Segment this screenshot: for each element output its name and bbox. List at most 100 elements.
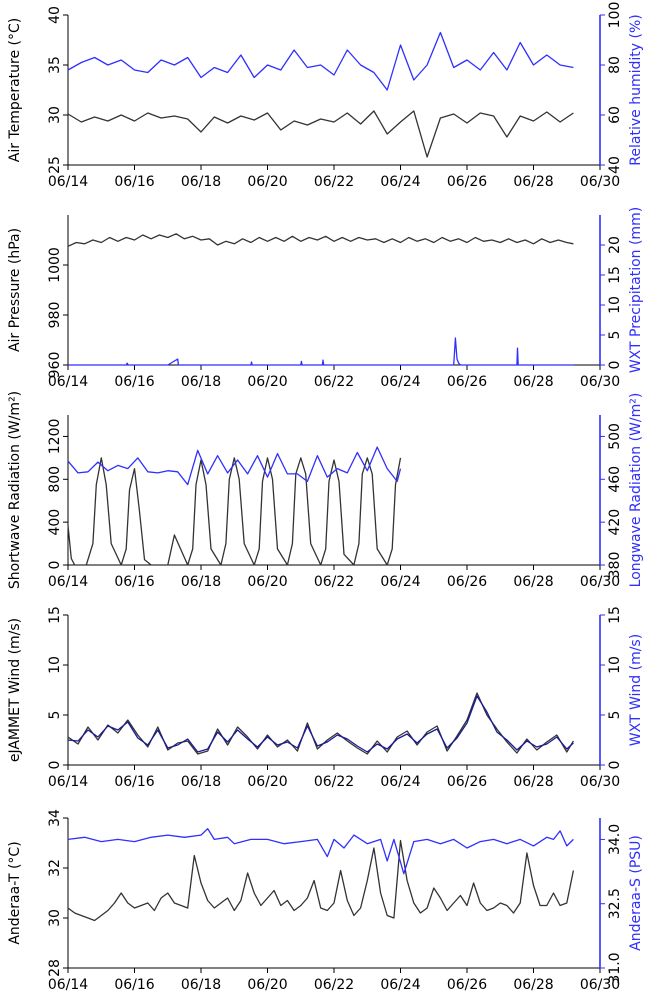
left-y-tick-label: 30 (47, 909, 63, 927)
left-axis-title: eJAMMET Wind (m/s) (7, 618, 23, 762)
series-wxt-precipitation (68, 337, 574, 366)
x-tick-label: 06/26 (447, 774, 487, 790)
x-tick-label: 06/14 (48, 374, 88, 390)
right-y-tick-label: 32.5 (607, 888, 623, 919)
x-tick-label: 06/14 (48, 977, 88, 993)
left-y-tick-label: 30 (47, 106, 63, 124)
left-y-tick-label: 1000 (47, 247, 63, 283)
x-tick-label: 06/24 (380, 374, 420, 390)
right-axis-title: WXT Wind (m/s) (628, 634, 644, 746)
panel-air-pressure-precipitation: 06/14 06/16 06/18 06/20 06/22 06/24 06/26 06/28… (7, 207, 644, 390)
x-tick-label: 06/14 (48, 774, 88, 790)
x-tick-label: 06/28 (513, 774, 553, 790)
left-y-tick-label: 40 (47, 6, 63, 24)
x-tick-label: 06/28 (513, 574, 553, 590)
right-y-tick-label: 500 (607, 423, 623, 450)
right-y-tick-label: 380 (607, 552, 623, 579)
panel-radiation: 06/14 06/16 06/18 06/20 06/22 06/24 06/26 06/28… (7, 391, 644, 590)
x-tick-label: 06/16 (114, 977, 154, 993)
x-tick-label: 06/30 (580, 574, 620, 590)
x-tick-label: 06/20 (247, 574, 287, 590)
left-axis-title: Air Temperature (°C) (7, 18, 23, 163)
left-axis-title: Anderaa-T (°C) (7, 841, 23, 944)
x-tick-label: 06/24 (380, 774, 420, 790)
x-tick-label: 06/30 (580, 374, 620, 390)
panel-air-temperature-humidity: 06/14 06/16 06/18 06/20 06/22 06/24 06/26 06/28… (7, 2, 644, 190)
right-y-tick-label: 10 (607, 656, 623, 674)
x-tick-label: 06/16 (114, 774, 154, 790)
x-tick-label: 06/18 (181, 977, 221, 993)
x-tick-label: 06/28 (513, 174, 553, 190)
x-tick-label: 06/22 (314, 374, 354, 390)
left-y-tick-label: 28 (47, 959, 63, 977)
right-y-tick-label: 10 (607, 296, 623, 314)
left-axis-title: Shortwave Radiation (W/m²) (7, 391, 23, 589)
right-y-tick-label: 34.0 (607, 824, 623, 855)
x-tick-label: 06/26 (447, 374, 487, 390)
x-tick-label: 06/22 (314, 774, 354, 790)
right-y-tick-label: 5 (607, 711, 623, 720)
series-shortwave-radiation (67, 457, 402, 566)
x-tick-label: 06/30 (580, 174, 620, 190)
series-wxt-wind (67, 695, 574, 753)
right-axis-title: Relative humidity (%) (628, 14, 644, 165)
x-tick-label: 06/18 (181, 574, 221, 590)
x-tick-label: 06/22 (314, 174, 354, 190)
right-y-tick-label: 15 (607, 266, 623, 284)
left-y-tick-label: 400 (47, 509, 63, 536)
right-y-tick-label: 20 (607, 236, 623, 254)
x-tick-label: 06/14 (48, 174, 88, 190)
x-tick-label: 06/26 (447, 574, 487, 590)
x-tick-label: 06/16 (114, 374, 154, 390)
series-air-temperature (67, 110, 574, 158)
x-tick-label: 06/20 (247, 374, 287, 390)
right-y-tick-label: 100 (607, 2, 623, 29)
right-y-tick-label: 80 (607, 56, 623, 74)
left-y-tick-label: 960 (47, 352, 63, 379)
left-y-tick-label: 980 (47, 302, 63, 329)
x-tick-label: 06/16 (114, 174, 154, 190)
series-longwave-radiation (67, 446, 402, 486)
x-tick-label: 06/18 (181, 374, 221, 390)
right-axis-title: Longwave Radiation (W/m²) (628, 393, 644, 588)
series-air-pressure (67, 233, 574, 247)
right-axis-title: Anderaa-S (PSU) (628, 835, 644, 951)
left-y-tick-label: 25 (47, 156, 63, 174)
x-tick-label: 06/20 (247, 174, 287, 190)
left-y-tick-label: 32 (47, 859, 63, 877)
left-y-tick-label: 800 (47, 466, 63, 493)
x-tick-label: 06/14 (48, 574, 88, 590)
panel-anderaa: 06/14 06/16 06/18 06/20 06/22 06/24 06/26 06/28… (7, 809, 644, 993)
right-y-tick-label: 60 (607, 106, 623, 124)
left-axis-title: Air Pressure (hPa) (7, 228, 23, 352)
series-relative-humidity (67, 31, 574, 91)
x-tick-label: 06/30 (580, 774, 620, 790)
left-y-tick-label: 34 (47, 809, 63, 827)
left-y-tick-label: 15 (47, 606, 63, 624)
x-tick-label: 06/30 (580, 977, 620, 993)
series-anderaa-s (67, 828, 574, 875)
x-tick-label: 06/20 (247, 977, 287, 993)
x-tick-label: 06/24 (380, 174, 420, 190)
right-y-tick-label: 460 (607, 466, 623, 493)
left-y-tick-label: 0 (47, 561, 63, 570)
x-tick-label: 06/22 (314, 977, 354, 993)
right-y-tick-label: 15 (607, 606, 623, 624)
right-y-tick-label: 420 (607, 509, 623, 536)
left-y-tick-label: 0 (47, 761, 63, 770)
x-tick-label: 06/18 (181, 774, 221, 790)
right-y-tick-label: 0 (607, 361, 623, 370)
right-y-tick-label: 0 (607, 761, 623, 770)
right-y-tick-label: 31.0 (607, 952, 623, 983)
x-tick-label: 06/26 (447, 977, 487, 993)
left-y-tick-label: 5 (47, 711, 63, 720)
x-tick-label: 06/28 (513, 977, 553, 993)
right-y-tick-label: 40 (607, 156, 623, 174)
x-tick-label: 06/20 (247, 774, 287, 790)
x-tick-label: 06/24 (380, 574, 420, 590)
x-tick-label: 06/22 (314, 574, 354, 590)
x-tick-label: 06/18 (181, 174, 221, 190)
left-y-tick-label: 1200 (47, 419, 63, 455)
left-y-tick-label: 35 (47, 56, 63, 74)
